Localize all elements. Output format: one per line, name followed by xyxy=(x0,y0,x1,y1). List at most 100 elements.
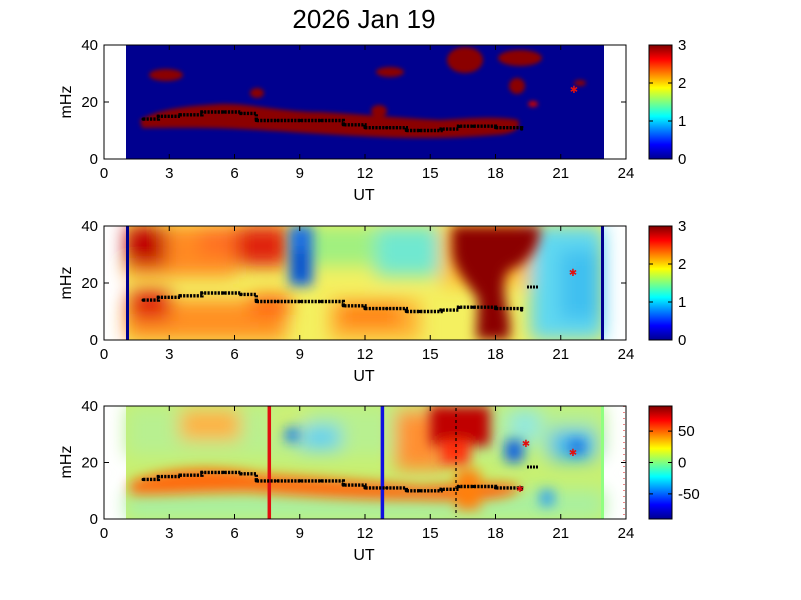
y-tick-label: 20 xyxy=(81,275,98,292)
x-tick-label: 9 xyxy=(296,525,304,542)
x-tick-label: 21 xyxy=(552,346,569,363)
ridge-point xyxy=(472,124,476,128)
x-tick-label: 15 xyxy=(422,165,439,182)
x-tick-label: 18 xyxy=(487,346,504,363)
y-tick-label: 40 xyxy=(81,218,98,235)
y-tick-label: 20 xyxy=(81,455,98,472)
ridge-point xyxy=(222,110,226,114)
panel-1-blob xyxy=(574,80,586,86)
y-tick-label: 40 xyxy=(81,398,98,415)
ridge-point xyxy=(404,489,408,493)
ridge-point xyxy=(276,118,280,123)
panel-3: 0 3 6 9 12 15 18 21 24 0 20 40 UT mHz 50 0 -50 xyxy=(58,398,700,564)
ridge-point xyxy=(404,309,408,314)
x-tick-label: 0 xyxy=(100,525,108,542)
colorbar-tick-label: 50 xyxy=(678,423,695,440)
ridge-point xyxy=(363,126,367,130)
ridge-point xyxy=(200,110,204,114)
ridge-point xyxy=(493,486,498,490)
ridge-point xyxy=(141,477,145,482)
panel-1-ridge xyxy=(141,110,524,133)
ridge-point xyxy=(254,118,258,123)
ridge-point xyxy=(319,479,324,483)
ridge-point xyxy=(493,126,498,130)
x-tick-label: 12 xyxy=(357,346,374,363)
ridge-point xyxy=(141,117,145,121)
ridge-point xyxy=(341,123,345,127)
red-star-marker: ✱ xyxy=(569,448,577,459)
ridge-point xyxy=(156,475,160,479)
colorbar-tick-label: 2 xyxy=(678,256,686,273)
figure-title: 2026 Jan 19 xyxy=(292,4,435,34)
ridge-point xyxy=(439,127,443,131)
x-tick-label: 6 xyxy=(230,525,238,542)
ridge-point xyxy=(298,118,302,123)
panel-1-blob xyxy=(447,47,483,73)
colorbar-tick-label: 0 xyxy=(678,455,686,472)
ridge-point xyxy=(319,299,324,304)
x-tick-label: 9 xyxy=(296,165,304,182)
x-tick-label: 12 xyxy=(357,525,374,542)
ridge-point xyxy=(417,128,421,133)
colorbar-tick-label: 2 xyxy=(678,75,686,92)
ridge-point xyxy=(298,299,302,304)
panel-2-y-label: mHz xyxy=(58,267,75,300)
red-star-marker: ✱ xyxy=(522,439,530,450)
y-tick-label: 20 xyxy=(81,94,98,111)
x-tick-label: 9 xyxy=(296,346,304,363)
x-tick-label: 3 xyxy=(165,346,173,363)
x-tick-label: 3 xyxy=(165,165,173,182)
x-tick-label: 0 xyxy=(100,346,108,363)
ridge-point xyxy=(178,113,182,117)
x-tick-label: 24 xyxy=(618,346,635,363)
panel-3-markers xyxy=(267,406,385,519)
colorbar-tick-label: 0 xyxy=(678,151,686,168)
y-tick-label: 0 xyxy=(90,511,98,528)
ridge-point xyxy=(239,472,243,476)
red-star-marker: ✱ xyxy=(516,485,524,495)
panel-3-x-label: UT xyxy=(353,547,375,564)
panel-2-x-label: UT xyxy=(353,368,375,385)
x-tick-label: 21 xyxy=(552,165,569,182)
ridge-point xyxy=(298,479,302,483)
ridge-point xyxy=(472,305,476,309)
ridge-point xyxy=(404,128,408,133)
ridge-point xyxy=(439,487,443,491)
ridge-point xyxy=(200,291,204,295)
x-tick-label: 18 xyxy=(487,165,504,182)
panel-1-blob xyxy=(371,105,387,117)
ridge-point xyxy=(276,479,280,483)
colorbar-tick-label: 0 xyxy=(678,332,686,349)
ridge-point xyxy=(200,470,204,474)
ridge-point xyxy=(178,294,182,298)
red-dot-markers: ✱ ✱ ✱ ✱ ✱ xyxy=(516,85,578,495)
panel-1-blob xyxy=(376,67,404,77)
ridge-point xyxy=(417,309,421,314)
panel-3-ridge xyxy=(141,470,524,493)
colorbar-tick-label: 3 xyxy=(678,218,686,235)
ridge-point xyxy=(178,473,182,477)
ridge-point xyxy=(417,489,421,493)
panel-1-blob xyxy=(528,101,538,107)
red-star-marker: ✱ xyxy=(570,85,578,96)
ridge-point xyxy=(385,307,389,311)
panel-1-heatmap xyxy=(126,45,604,159)
panel-2-heatmap xyxy=(126,226,604,340)
panel-1-y-label: mHz xyxy=(58,86,75,119)
red-star-marker: ✱ xyxy=(569,268,577,279)
ridge-point xyxy=(385,486,389,490)
ridge-point xyxy=(141,298,145,302)
ridge-point xyxy=(456,305,461,309)
ridge-point xyxy=(341,483,345,487)
ridge-point xyxy=(222,291,226,295)
x-tick-label: 6 xyxy=(230,346,238,363)
ridge-point xyxy=(520,308,524,312)
y-tick-label: 0 xyxy=(90,151,98,168)
panel-3-heatmap xyxy=(126,406,604,519)
x-tick-label: 0 xyxy=(100,165,108,182)
colorbar-tick-label: 1 xyxy=(678,113,686,130)
ridge-point xyxy=(276,299,280,304)
